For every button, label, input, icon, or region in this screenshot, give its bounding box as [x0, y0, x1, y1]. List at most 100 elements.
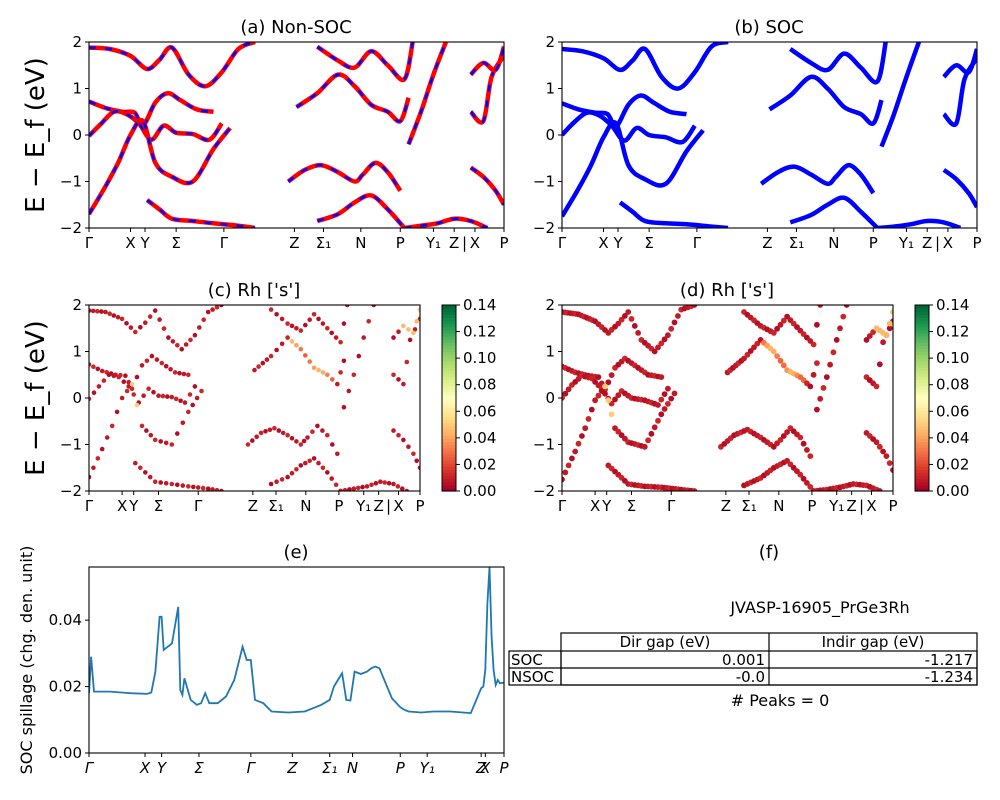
panel-c-projection-point	[298, 442, 304, 447]
panel-c-colorbar-segment	[442, 336, 456, 340]
panel-c-projection-point	[396, 432, 401, 438]
panel-d-colorbar-segment	[915, 401, 929, 405]
panel-c-projection-point	[373, 481, 379, 486]
panel-d-projection-point	[800, 440, 807, 447]
panel-d-colorbar-segment	[915, 311, 929, 315]
panel-d-projection-point	[754, 340, 761, 347]
panel-a-ytick-label: 1	[72, 80, 82, 98]
panel-d-projection-point	[592, 397, 598, 404]
panel-c-colorbar-segment	[442, 484, 456, 489]
panel-c-projection-point	[166, 335, 171, 340]
panel-c-colorbar-segment	[442, 469, 456, 473]
panel-c-projection-point	[279, 477, 285, 482]
panel-c-colorbar-segment	[442, 472, 456, 477]
panel-c-projection-point	[330, 442, 335, 447]
panel-d-projection-point	[651, 348, 658, 355]
panel-d-projection-point	[691, 305, 698, 308]
panel-d-ytick-label: −2	[533, 482, 555, 500]
panel-d-projection-point	[668, 395, 675, 402]
panel-d-xtick-label: Z	[846, 497, 856, 515]
panel-d-projection-point	[817, 395, 824, 402]
panel-c-projection-point	[151, 389, 156, 395]
panel-c-projection-point	[315, 423, 320, 429]
panel-c-projection-point	[126, 384, 131, 389]
panel-d-colorbar-segment	[915, 484, 929, 489]
panel-c-projection-point	[364, 484, 370, 489]
panel-c-projection-point	[274, 479, 279, 485]
panel-d-colorbar-segment	[915, 363, 929, 368]
panel-d-projection-point	[661, 406, 668, 412]
panel-d-projection-point	[602, 383, 608, 390]
panel-d-projection-point	[661, 391, 668, 397]
panel-e-xtick-label: Z	[475, 759, 487, 777]
panel-d-projection-point	[661, 336, 668, 343]
panel-c-colorbar-segment	[442, 348, 456, 353]
panel-d-colorbar-segment	[915, 450, 929, 455]
panel-c-projection-point	[316, 316, 321, 322]
panel-c-projection-point	[366, 319, 372, 324]
panel-d-projection-point	[665, 332, 671, 339]
panel-c-colorbar-segment	[442, 367, 456, 371]
panel-d-projection-point	[886, 460, 893, 466]
panel-b-band	[877, 218, 962, 228]
panel-c-projection-point	[351, 486, 357, 491]
panel-c-xtick-label: Γ	[194, 497, 203, 515]
panel-a-band-soc	[407, 42, 448, 145]
panel-a-band-soc	[295, 73, 410, 123]
panel-b-band	[618, 200, 729, 228]
panel-b-ytick-label: 1	[545, 80, 555, 98]
panel-c-ytick-label: 2	[72, 296, 82, 314]
panel-c-projection-point	[369, 482, 374, 488]
panel-d-projection-point	[873, 383, 880, 390]
panel-c-projection-point	[396, 329, 401, 335]
panel-c-projection-point	[335, 451, 340, 457]
panel-d-projection-point	[569, 455, 575, 462]
panel-c-projection-point	[404, 488, 410, 491]
panel-c-projection-point	[301, 438, 307, 444]
panel-d-colorbar-segment	[915, 463, 929, 467]
panel-c-projection-point	[195, 485, 201, 490]
panel-c-projection-point	[188, 337, 193, 343]
panel-c-projection-point	[267, 427, 273, 433]
panel-d-projection-point	[605, 397, 612, 404]
panel-c-projection-point	[411, 451, 416, 457]
panel-c-projection-point	[172, 370, 178, 375]
panel-d-projection-point	[820, 385, 827, 391]
panel-d-xtick-label: Y₁	[828, 497, 844, 515]
panel-d-projection-point	[797, 434, 804, 441]
panel-c-colorbar-segment	[442, 398, 456, 402]
panel-d-colorbar-segment	[915, 367, 929, 371]
panel-c-projection-point	[289, 339, 295, 344]
panel-c-colorbar-segment	[442, 320, 456, 325]
panel-d-colorbar-label: 0.02	[936, 455, 969, 473]
panel-c-colorbar-segment	[442, 323, 456, 328]
panel-b-xtick-label: Y	[612, 234, 623, 252]
gap-table: Dir gap (eV) Indir gap (eV) SOC 0.001 -1…	[508, 632, 978, 686]
panel-c-projection-point	[316, 460, 321, 466]
panel-c-projection-point	[274, 347, 279, 353]
panel-c-projection-point	[175, 431, 180, 436]
panel-c-projection-point	[417, 307, 420, 312]
panel-d-colorbar-segment	[915, 447, 929, 452]
panel-c-colorbar-label: 0.14	[463, 296, 496, 314]
panel-c-projection-point	[205, 309, 211, 315]
panel-c-xtick-label: Y₁	[355, 497, 371, 515]
panel-c-projection-point	[401, 323, 406, 329]
panel-d-projection-point	[618, 316, 625, 323]
panel-d-colorbar-segment	[915, 354, 929, 359]
panel-c-projection-point	[180, 483, 186, 488]
panel-d-colorbar-segment	[915, 376, 929, 380]
panel-d-ytick-label: 0	[545, 389, 555, 407]
panel-c-projection-point	[138, 465, 143, 471]
panel-c-projection-point	[307, 317, 313, 323]
panel-c-colorbar-segment	[442, 435, 456, 439]
panel-c-colorbar-segment	[442, 407, 456, 411]
panel-d-projection-point	[665, 400, 671, 407]
panel-d-xtick-label: Σ	[627, 497, 636, 515]
panel-c-projection-point	[146, 386, 151, 392]
panel-c-projection-point	[268, 307, 274, 312]
panel-b-band	[562, 42, 729, 91]
panel-a-xtick-label: Γ	[220, 234, 229, 252]
